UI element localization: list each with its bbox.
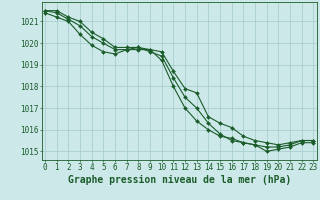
X-axis label: Graphe pression niveau de la mer (hPa): Graphe pression niveau de la mer (hPa) [68, 175, 291, 185]
